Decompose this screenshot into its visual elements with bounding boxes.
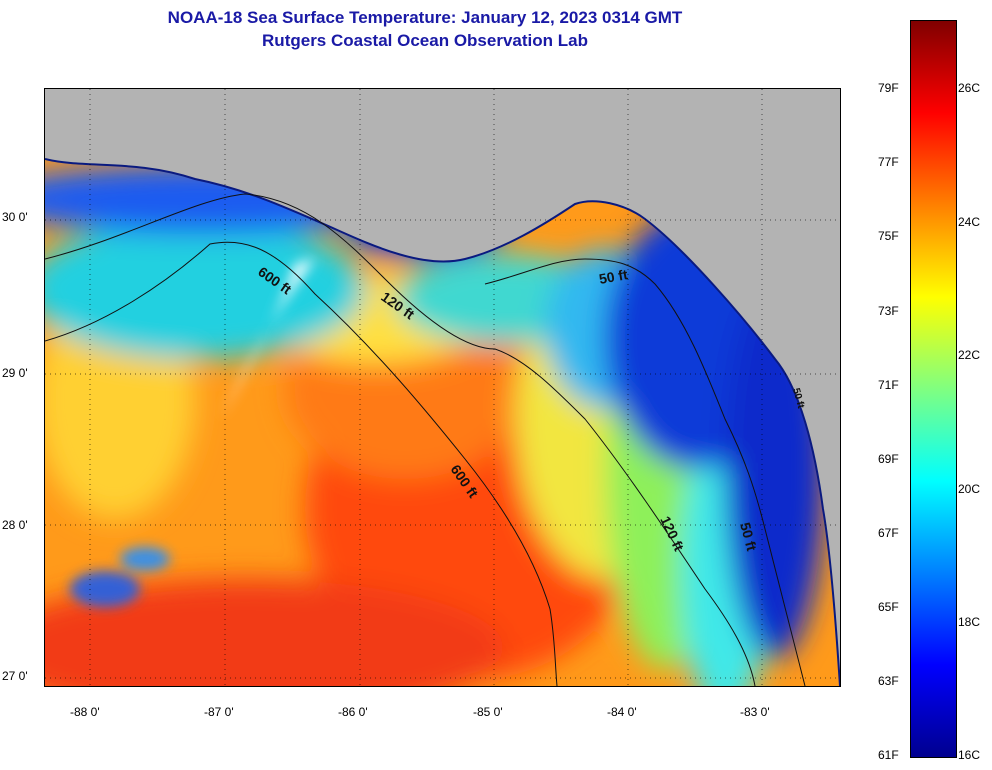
lon-label: -85 0' (473, 705, 503, 719)
colorbar-f-label: 69F (878, 452, 899, 466)
lon-label: -84 0' (607, 705, 637, 719)
sst-map-canvas: 600 ft 120 ft 50 ft 600 ft 120 ft 50 ft … (45, 89, 840, 686)
chart-title: NOAA-18 Sea Surface Temperature: January… (167, 8, 683, 27)
colorbar-f-label: 63F (878, 674, 899, 688)
colorbar-f-label: 65F (878, 600, 899, 614)
lon-label: -86 0' (338, 705, 368, 719)
lon-label: -88 0' (70, 705, 100, 719)
colorbar-f-label: 67F (878, 526, 899, 540)
colorbar-c-label: 24C (958, 215, 981, 229)
isobath-label: 50 ft (737, 521, 760, 553)
colorbar-c-label: 18C (958, 615, 981, 629)
isobath-label: 50 ft (598, 266, 629, 287)
colorbar-f-label: 75F (878, 229, 899, 243)
colorbar-c-label: 20C (958, 482, 981, 496)
colorbar-c-label: 22C (958, 348, 981, 362)
isobath-label: 50 ft (790, 387, 806, 410)
lon-label: -87 0' (204, 705, 234, 719)
lat-label: 29 0' (2, 366, 28, 380)
colorbar-f-label: 61F (878, 748, 899, 762)
chart-subtitle: Rutgers Coastal Ocean Observation Lab (262, 31, 588, 50)
isobath-lines (45, 193, 806, 686)
lon-label: -83 0' (740, 705, 770, 719)
colorbar-gradient (911, 21, 956, 757)
colorbar-f-label: 71F (878, 378, 899, 392)
colorbar-f-label: 79F (878, 81, 899, 95)
colorbar-c-label: 16C (958, 748, 981, 762)
lat-label: 27 0' (2, 669, 28, 683)
lat-label: 28 0' (2, 518, 28, 532)
colorbar-f-label: 73F (878, 304, 899, 318)
colorbar-f-label: 77F (878, 155, 899, 169)
colorbar-c-label: 26C (958, 81, 981, 95)
coastline (45, 158, 840, 686)
colorbar (910, 20, 957, 758)
lat-label: 30 0' (2, 210, 28, 224)
sst-map[interactable]: 600 ft 120 ft 50 ft 600 ft 120 ft 50 ft … (44, 88, 841, 687)
